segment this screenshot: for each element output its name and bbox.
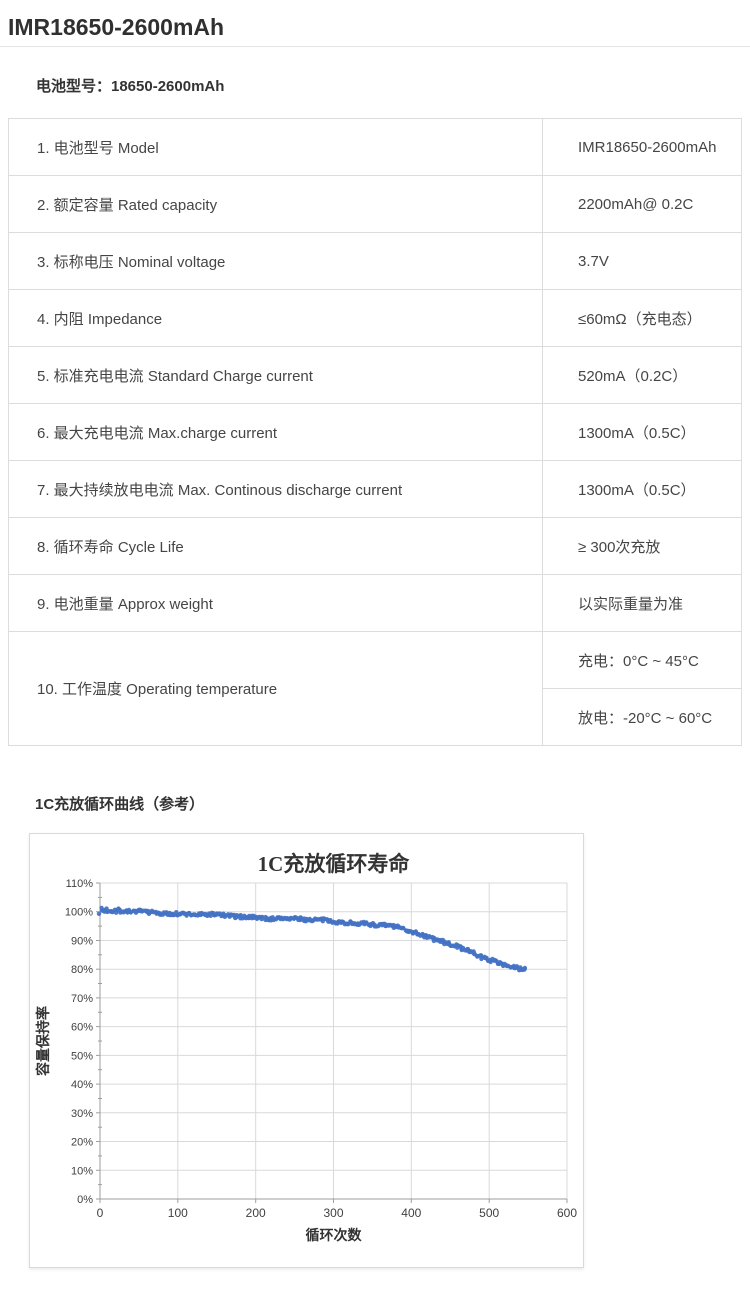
spec-value-cell: 2200mAh@ 0.2C	[542, 175, 742, 233]
content: 电池型号：18650-2600mAh 1. 电池型号 Model IMR18650…	[0, 47, 750, 1268]
table-row: 10. 工作温度 Operating temperature 充电：0°C ~ 4…	[8, 631, 742, 746]
cycle-life-chart: 0% 10% 20% 30% 40% 50% 60% 70% 80% 90% 100% 110% 0 10…	[35, 852, 578, 1243]
x-tick-labels: 0 100 200 300 400 500 600	[97, 1206, 578, 1220]
table-row: 9. 电池重量 Approx weight 以实际重量为准	[8, 574, 742, 632]
x-axis-label: 循环次数	[306, 1227, 363, 1243]
svg-text:70%: 70%	[71, 993, 93, 1005]
scatter-series	[96, 905, 528, 973]
spec-label-cell: 8. 循环寿命 Cycle Life	[8, 517, 543, 575]
svg-text:0%: 0%	[77, 1194, 93, 1206]
chart-heading: 1C充放循环曲线（参考）	[35, 796, 205, 813]
spec-label-cell: 2. 额定容量 Rated capacity	[8, 175, 543, 233]
spec-label-cell: 1. 电池型号 Model	[8, 118, 543, 176]
spec-label-cell: 3. 标称电压 Nominal voltage	[8, 232, 543, 290]
table-row: 8. 循环寿命 Cycle Life ≥ 300次充放	[8, 517, 742, 575]
y-axis-label: 容量保持率	[35, 1006, 51, 1077]
spec-label-cell: 6. 最大充电电流 Max.charge current	[8, 403, 543, 461]
svg-text:90%: 90%	[71, 936, 93, 948]
svg-text:20%: 20%	[71, 1137, 93, 1149]
svg-text:0: 0	[97, 1206, 104, 1220]
spec-table-body: 1. 电池型号 Model IMR18650-2600mAh 2. 额定容量 Rat…	[8, 118, 742, 746]
svg-text:400: 400	[401, 1206, 421, 1220]
svg-text:500: 500	[479, 1206, 499, 1220]
spec-value-cell: 1300mA（0.5C）	[542, 460, 742, 518]
spec-value-cell: 1300mA（0.5C）	[542, 403, 742, 461]
spec-label-cell: 4. 内阻 Impedance	[8, 289, 543, 347]
table-row: 放电：-20°C ~ 60°C	[9, 688, 742, 746]
battery-model-subtitle: 电池型号：18650-2600mAh	[36, 78, 225, 95]
svg-text:100%: 100%	[65, 907, 93, 919]
chart-box: 0% 10% 20% 30% 40% 50% 60% 70% 80% 90% 100% 110% 0 10…	[29, 833, 584, 1268]
svg-text:30%: 30%	[71, 1108, 93, 1120]
svg-text:300: 300	[323, 1206, 343, 1220]
table-row: 7. 最大持续放电电流 Max. Continous discharge cur…	[8, 460, 742, 518]
spec-value-cell: 3.7V	[542, 232, 742, 290]
table-row: 6. 最大充电电流 Max.charge current 1300mA（0.5C）	[8, 403, 742, 461]
table-row: 2. 额定容量 Rated capacity 2200mAh@ 0.2C	[8, 175, 742, 233]
table-row: 3. 标称电压 Nominal voltage 3.7V	[8, 232, 742, 290]
table-row: 4. 内阻 Impedance ≤60mΩ（充电态）	[8, 289, 742, 347]
table-row: 1. 电池型号 Model IMR18650-2600mAh	[8, 118, 742, 176]
svg-text:600: 600	[557, 1206, 577, 1220]
svg-text:110%: 110%	[66, 878, 94, 890]
chart-title: 1C充放循环寿命	[258, 852, 411, 876]
table-row: 5. 标准充电电流 Standard Charge current 520mA（0…	[8, 346, 742, 404]
page-title: IMR18650-2600mAh	[8, 14, 225, 40]
spec-label-cell: 9. 电池重量 Approx weight	[8, 574, 543, 632]
svg-text:10%: 10%	[71, 1165, 93, 1177]
spec-value-cell: ≤60mΩ（充电态）	[542, 289, 742, 347]
spec-value-cell: 520mA（0.2C）	[542, 346, 742, 404]
page-header: IMR18650-2600mAh	[0, 0, 750, 47]
svg-text:100: 100	[168, 1206, 188, 1220]
spec-label-cell: 10. 工作温度 Operating temperature	[8, 631, 543, 746]
spec-table: 1. 电池型号 Model IMR18650-2600mAh 2. 额定容量 Rat…	[8, 118, 742, 746]
svg-text:60%: 60%	[71, 1022, 93, 1034]
spec-label-cell: 5. 标准充电电流 Standard Charge current	[8, 346, 543, 404]
spec-value-cell: ≥ 300次充放	[542, 517, 742, 575]
gridlines	[99, 882, 568, 1200]
spec-value-cell: 以实际重量为准	[542, 574, 742, 632]
spec-label-cell: 7. 最大持续放电电流 Max. Continous discharge cur…	[8, 460, 543, 518]
y-tick-labels: 0% 10% 20% 30% 40% 50% 60% 70% 80% 90% 100% 110%	[65, 878, 93, 1206]
tick-marks	[96, 882, 568, 1203]
spec-value-cell: 充电：0°C ~ 45°C	[542, 631, 742, 689]
svg-text:40%: 40%	[71, 1079, 93, 1091]
svg-text:200: 200	[246, 1206, 266, 1220]
svg-text:80%: 80%	[71, 964, 93, 976]
svg-text:50%: 50%	[71, 1050, 93, 1062]
spec-value-cell: IMR18650-2600mAh	[542, 118, 742, 176]
spec-value-cell: 放电：-20°C ~ 60°C	[542, 688, 742, 746]
